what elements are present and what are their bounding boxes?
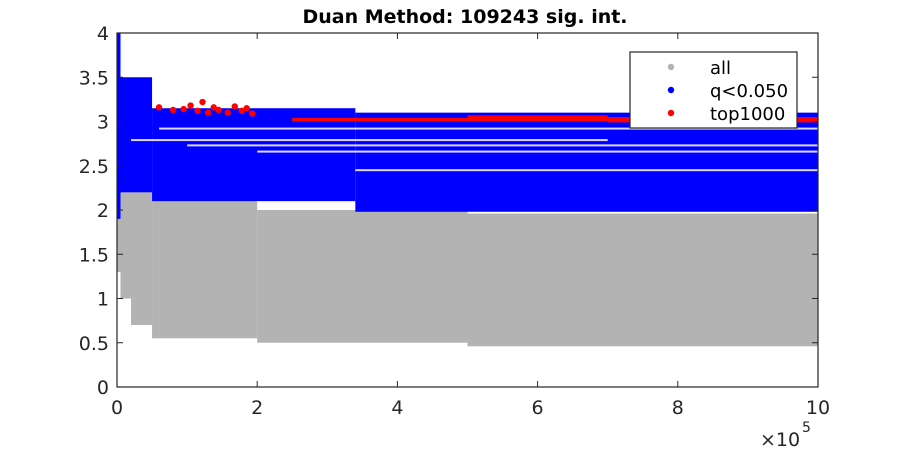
- scatter-point: [249, 110, 255, 116]
- scatter-point: [187, 102, 193, 108]
- legend-label: top1000: [710, 104, 785, 125]
- scatter-point: [232, 103, 238, 109]
- y-tick-label: 4: [97, 23, 109, 45]
- scatter-band: [121, 77, 153, 192]
- x-tick-label: 2: [251, 397, 263, 419]
- scatter-band: [468, 115, 608, 121]
- x-tick-label: 8: [672, 397, 684, 419]
- gap-streak: [355, 169, 818, 171]
- chart-title: Duan Method: 109243 sig. int.: [302, 6, 627, 28]
- gap-streak: [257, 151, 818, 153]
- y-tick-label: 3: [97, 112, 109, 134]
- scatter-band: [257, 210, 467, 343]
- x-tick-label: 0: [111, 397, 123, 419]
- scatter-point: [199, 99, 205, 105]
- x-tick-label: 10: [806, 397, 830, 419]
- scatter-point: [225, 109, 231, 115]
- gap-streak: [187, 144, 818, 146]
- x-multiplier: ×10: [760, 429, 800, 450]
- scatter-point: [180, 106, 186, 112]
- legend-marker: [668, 64, 674, 70]
- scatter-band: [152, 201, 257, 338]
- y-tick-label: 0: [97, 377, 109, 399]
- legend-label: all: [710, 58, 731, 79]
- gap-streak: [131, 139, 608, 141]
- scatter-point: [194, 108, 200, 114]
- y-tick-label: 2.5: [79, 156, 109, 178]
- scatter-band: [292, 118, 467, 122]
- y-tick-label: 1: [97, 289, 109, 311]
- x-tick-label: 6: [532, 397, 544, 419]
- x-multiplier-exponent: 5: [802, 420, 811, 436]
- x-tick-label: 4: [391, 397, 403, 419]
- scatter-point: [243, 105, 249, 111]
- y-tick-label: 3.5: [79, 67, 109, 89]
- legend-marker: [668, 110, 674, 116]
- scatter-point: [156, 104, 162, 110]
- scatter-point: [205, 109, 211, 115]
- y-tick-label: 1.5: [79, 244, 109, 266]
- legend-marker: [668, 87, 674, 93]
- y-tick-label: 0.5: [79, 333, 109, 355]
- scatter-point: [215, 107, 221, 113]
- y-tick-label: 2: [97, 200, 109, 222]
- legend-label: q<0.050: [710, 81, 788, 102]
- scatter-point: [170, 107, 176, 113]
- scatter-band: [468, 214, 819, 347]
- scatter-band: [152, 108, 355, 201]
